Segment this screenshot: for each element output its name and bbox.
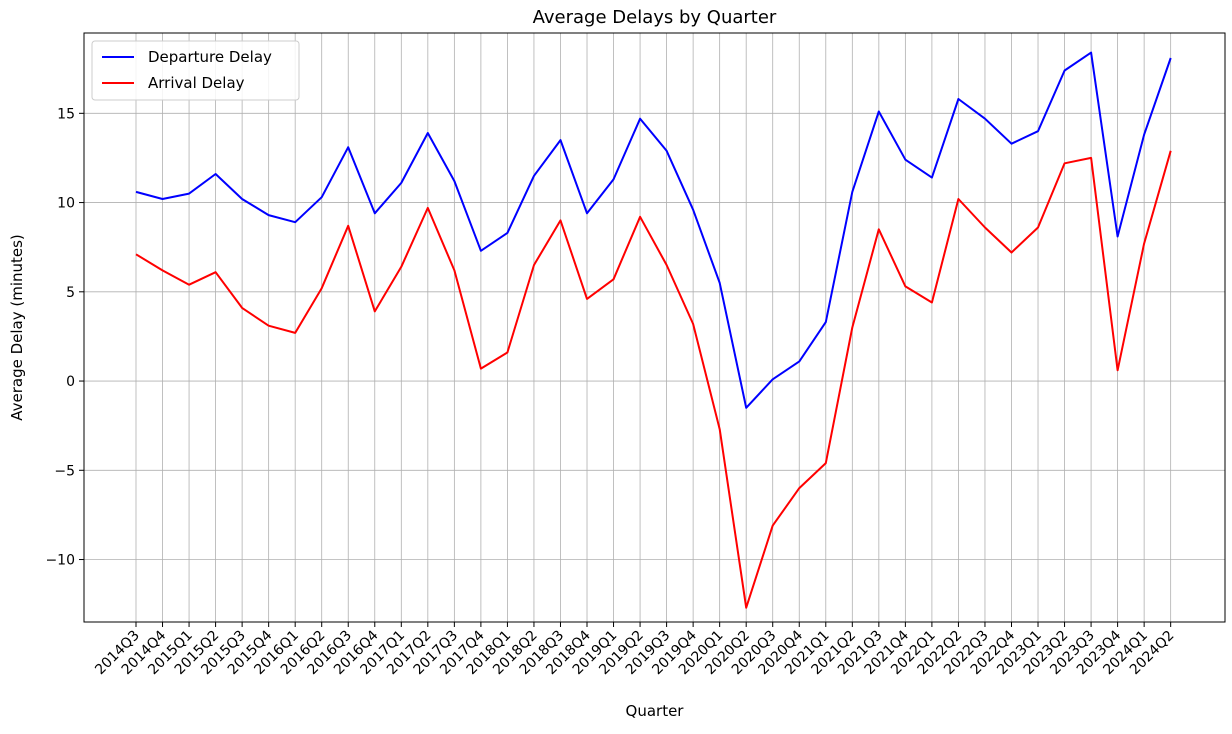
y-tick-label: −10 — [45, 553, 75, 569]
legend-label: Departure Delay — [148, 48, 272, 66]
chart-title: Average Delays by Quarter — [533, 7, 777, 28]
y-axis-ticks: −10 −5 0 5 10 15 — [45, 106, 84, 568]
y-axis-title: Average Delay (minutes) — [8, 234, 26, 421]
y-tick-label: 5 — [66, 285, 75, 301]
y-tick-label: 0 — [66, 374, 75, 390]
y-tick-label: 15 — [57, 106, 75, 122]
legend-label: Arrival Delay — [148, 74, 245, 92]
x-axis-title: Quarter — [626, 702, 685, 720]
y-tick-label: 10 — [57, 196, 75, 212]
y-tick-label: −5 — [54, 463, 75, 479]
legend: Departure Delay Arrival Delay — [92, 41, 299, 100]
x-axis-ticks: 2014Q32014Q42015Q12015Q22015Q32015Q42016… — [92, 622, 1177, 678]
plot-background — [84, 33, 1225, 622]
